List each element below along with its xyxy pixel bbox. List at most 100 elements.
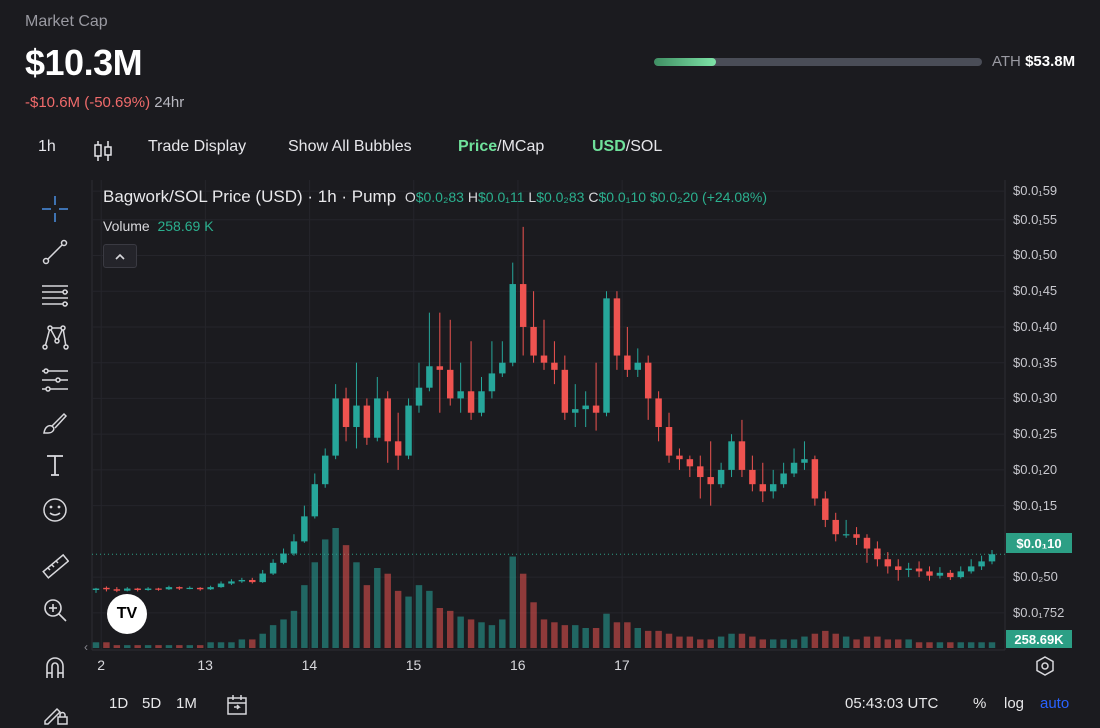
time-tick-label: 13 (197, 657, 213, 673)
candle-body (301, 516, 308, 542)
crosshair-icon[interactable] (40, 194, 70, 224)
high-value: $0.0₁11 (477, 189, 525, 205)
candle-body (509, 284, 516, 363)
volume-bar (790, 639, 798, 648)
brush-icon[interactable] (40, 408, 70, 438)
ath-progress-bar (654, 58, 982, 66)
emoji-icon[interactable] (40, 495, 70, 525)
candle-body (238, 579, 246, 582)
candle-body (530, 326, 537, 356)
candle-body (978, 561, 985, 567)
volume-bar (342, 545, 350, 648)
volume-bar (967, 642, 975, 648)
candle-body (280, 553, 287, 563)
utc-clock[interactable]: 05:43:03 UTC (845, 695, 939, 712)
pattern-icon[interactable] (40, 322, 70, 352)
range-5d-button[interactable]: 5D (142, 695, 162, 712)
candle-body (103, 587, 110, 590)
legend-title: Bagwork/SOL Price (USD) · 1h · Pump (103, 187, 397, 206)
candle-body (561, 369, 569, 413)
candle-style-icon[interactable] (93, 140, 113, 167)
candle-body (707, 477, 714, 485)
ath-label: ATH $53.8M (992, 53, 1075, 70)
candle-body (655, 398, 662, 428)
trade-display-button[interactable]: Trade Display (148, 138, 247, 155)
usd-sol-toggle[interactable]: USD/SOL (592, 138, 662, 156)
volume-bar (134, 645, 141, 648)
volume-bar (259, 633, 266, 648)
candle-body (895, 566, 902, 570)
open-key: O (404, 189, 416, 205)
volume-bar (301, 585, 308, 648)
range-1d-button[interactable]: 1D (109, 695, 129, 712)
volume-bar (155, 645, 162, 648)
interval-button[interactable]: 1h (38, 138, 56, 155)
volume-bar (957, 642, 964, 648)
scroll-left-icon[interactable]: ‹ (84, 640, 88, 654)
price-tick-label: $0.0₁50 (1013, 247, 1058, 263)
zoom-in-icon[interactable] (40, 595, 70, 625)
volume-bar (165, 645, 173, 648)
current-volume-badge: 258.69K (1006, 630, 1072, 648)
volume-bar (707, 639, 714, 648)
measure-lines-icon[interactable] (40, 365, 70, 395)
volume-bar (780, 639, 787, 648)
volume-bar (728, 633, 735, 648)
time-tick-label: 14 (301, 657, 318, 673)
trend-line-icon[interactable] (40, 237, 70, 267)
price-tick-label: $0.0₁752 (1013, 604, 1065, 620)
volume-bar (374, 568, 381, 648)
price-tick-label: $0.0₁59 (1013, 183, 1058, 199)
log-toggle[interactable]: log (1004, 695, 1025, 712)
candle-body (624, 355, 631, 370)
close-key: C (588, 189, 599, 205)
volume-bar (717, 636, 725, 648)
price-tick-label: $0.0₂50 (1013, 569, 1058, 585)
magnet-icon[interactable] (40, 653, 70, 683)
price-tick-label: $0.0₁25 (1013, 426, 1058, 442)
volume-bar (113, 645, 121, 648)
candle-body (165, 587, 173, 590)
candle-body (957, 571, 964, 578)
volume-bar (405, 596, 412, 648)
range-1m-button[interactable]: 1M (176, 695, 197, 712)
volume-bar (895, 639, 902, 648)
volume-bar (582, 628, 589, 648)
tradingview-logo[interactable]: TV (107, 594, 147, 634)
candle-body (478, 391, 485, 413)
volume-bar (603, 613, 610, 648)
price-tick-label: $0.0₁40 (1013, 318, 1058, 334)
volume-bar (530, 602, 537, 648)
lock-pencil-icon[interactable] (40, 698, 70, 728)
candle-body (905, 568, 912, 570)
volume-bar (947, 642, 954, 648)
price-tick-label: $0.0₁55 (1013, 211, 1058, 227)
volume-bar (551, 622, 558, 648)
text-tool-icon[interactable] (40, 450, 70, 480)
candle-body (728, 441, 735, 470)
volume-bar (144, 645, 152, 648)
auto-toggle[interactable]: auto (1040, 695, 1070, 712)
collapse-legend-button[interactable] (103, 244, 137, 268)
volume-bar (394, 590, 402, 648)
candle-body (113, 589, 121, 591)
candle-body (467, 391, 475, 413)
volume-bar (540, 619, 548, 648)
candle-body (290, 541, 298, 554)
candle-body (196, 587, 204, 590)
percent-toggle[interactable]: % (973, 695, 987, 712)
price-tick-label: $0.0₁20 (1013, 461, 1058, 477)
fib-lines-icon[interactable] (40, 280, 70, 310)
goto-date-icon[interactable] (225, 693, 249, 721)
candle-body (447, 369, 454, 399)
ath-progress-fill (654, 58, 717, 66)
ruler-icon[interactable] (40, 552, 70, 582)
candle-body (572, 409, 579, 413)
candle-body (717, 469, 725, 485)
chart-settings-icon[interactable] (1034, 655, 1056, 682)
show-bubbles-button[interactable]: Show All Bubbles (288, 138, 412, 155)
candle-body (676, 455, 683, 460)
price-mcap-toggle[interactable]: Price/MCap (458, 138, 544, 156)
volume-bar (332, 528, 339, 648)
